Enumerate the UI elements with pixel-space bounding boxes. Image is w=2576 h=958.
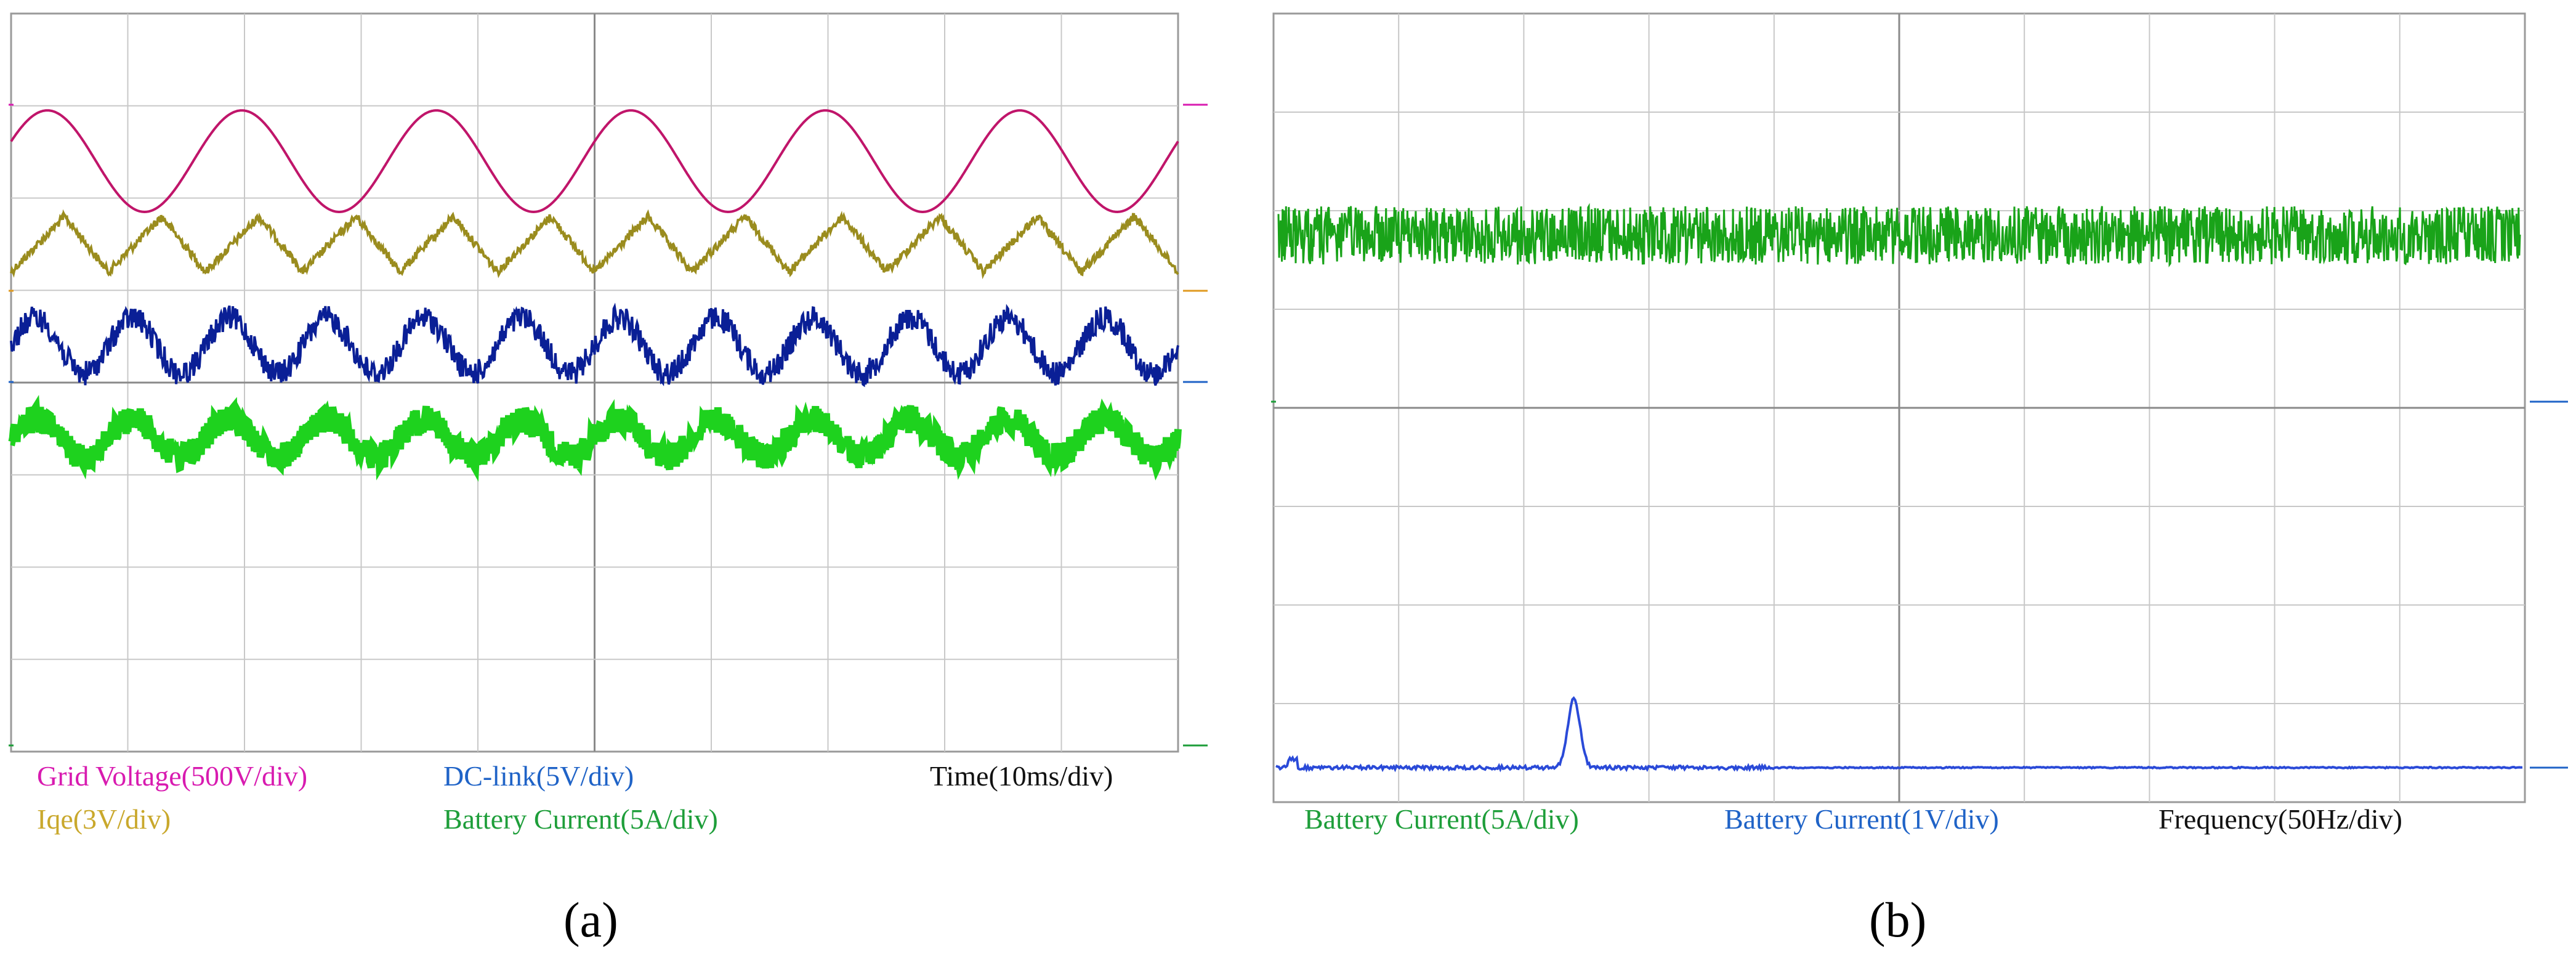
- frequency-axis-label: Frequency(50Hz/div): [2158, 803, 2402, 835]
- trace-iqe-3v-div-: [10, 209, 1179, 280]
- battery-current-1v-label: Battery Current(1V/div): [1724, 803, 1999, 835]
- panel-a-traces: [8, 109, 1182, 482]
- trace-battery-current-1v: [1275, 696, 2523, 773]
- trace-grid-voltage-500v-div-: [10, 109, 1179, 214]
- dc-link-label: DC-link(5V/div): [443, 760, 634, 792]
- trace-battery-current-5a-div-: [8, 395, 1182, 482]
- panel-a: Grid Voltage(500V/div) Iqe(3V/div) DC-li…: [8, 12, 1208, 948]
- iqe-label: Iqe(3V/div): [37, 803, 171, 835]
- panel-b: Battery Current(5A/div) Battery Current(…: [1271, 12, 2568, 948]
- panel-b-grid: [1274, 14, 2525, 802]
- panel-a-channel-markers: [9, 104, 1208, 747]
- time-axis-label: Time(10ms/div): [930, 760, 1113, 792]
- trace-battery-current-5a: [1277, 203, 2521, 267]
- panel-a-grid: [11, 14, 1178, 752]
- panel-a-letter: (a): [563, 893, 618, 948]
- panel-b-letter: (b): [1869, 893, 1926, 948]
- panel-b-channel-markers: [1271, 400, 2568, 769]
- panel-b-traces: [1275, 203, 2523, 773]
- trace-dc-link-5v-div-: [10, 302, 1179, 388]
- battery-current-5a-label: Battery Current(5A/div): [1304, 803, 1579, 835]
- battery-current-label-a: Battery Current(5A/div): [443, 803, 718, 835]
- grid-voltage-label: Grid Voltage(500V/div): [37, 760, 307, 792]
